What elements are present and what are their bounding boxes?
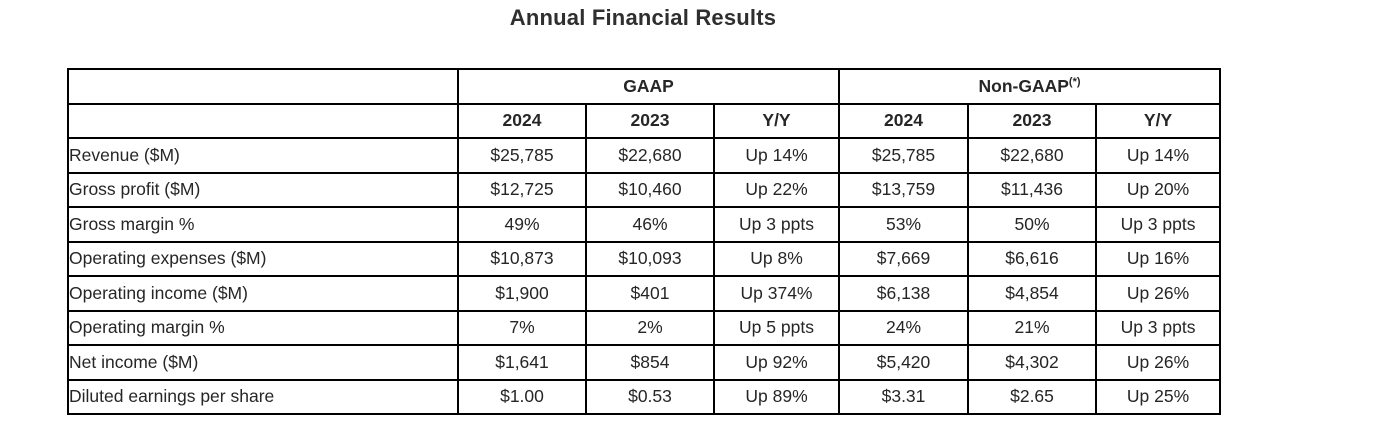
table-cell: 7% (457, 309, 587, 346)
table-cell: $3.31 (838, 378, 970, 415)
table-cell: $22,680 (585, 137, 715, 174)
table-cell: $4,302 (967, 344, 1098, 381)
table-cell: $25,785 (838, 137, 970, 174)
table-cell: $13,759 (838, 171, 970, 208)
table-cell: Up 26% (1095, 275, 1222, 312)
row-label: Revenue ($M) (67, 137, 459, 174)
row-label: Operating expenses ($M) (67, 240, 459, 277)
non-gaap-footnote-marker: (*) (1068, 75, 1081, 88)
gaap-yy-header: Y/Y (712, 102, 841, 139)
table-cell: Up 8% (712, 240, 841, 277)
table-cell: Up 92% (712, 344, 841, 381)
table-cell: Up 5 ppts (712, 309, 841, 346)
table-cell: 53% (838, 206, 970, 243)
non-gaap-label: Non-GAAP (978, 75, 1069, 96)
table-cell: $7,669 (838, 240, 970, 277)
table-cell: $854 (585, 344, 715, 381)
table-cell: 49% (457, 206, 587, 243)
table-cell: Up 14% (712, 137, 841, 174)
content-container: Annual Financial Results GAAP Non-GAAP(*… (67, 0, 1222, 415)
table-cell: 24% (838, 309, 970, 346)
table-cell: Up 25% (1095, 378, 1222, 415)
table-cell: 2% (585, 309, 715, 346)
table-row-net-income: Net income ($M) $1,641 $854 Up 92% $5,42… (67, 344, 1222, 381)
table-cell: Up 374% (712, 275, 841, 312)
non-gaap-2024-header: 2024 (838, 102, 970, 139)
table-cell: Up 14% (1095, 137, 1222, 174)
table-cell: Up 16% (1095, 240, 1222, 277)
table-cell: $12,725 (457, 171, 587, 208)
table-row-gross-margin: Gross margin % 49% 46% Up 3 ppts 53% 50%… (67, 206, 1222, 243)
table-cell: Up 3 ppts (1095, 206, 1222, 243)
table-cell: $1.00 (457, 378, 587, 415)
gaap-2023-header: 2023 (585, 102, 715, 139)
table-cell: Up 3 ppts (1095, 309, 1222, 346)
table-cell: 50% (967, 206, 1098, 243)
table-cell: $4,854 (967, 275, 1098, 312)
table-cell: $10,873 (457, 240, 587, 277)
table-cell: $6,616 (967, 240, 1098, 277)
corner-blank-cell (67, 68, 459, 105)
table-cell: $401 (585, 275, 715, 312)
table-cell: $25,785 (457, 137, 587, 174)
row-label: Diluted earnings per share (67, 378, 459, 415)
table-cell: Up 22% (712, 171, 841, 208)
table-cell: Up 26% (1095, 344, 1222, 381)
page-title: Annual Financial Results (509, 5, 777, 30)
row-label: Gross margin % (67, 206, 459, 243)
table-cell: Up 3 ppts (712, 206, 841, 243)
column-header-row: 2024 2023 Y/Y 2024 2023 Y/Y (67, 102, 1222, 139)
table-row-diluted-eps: Diluted earnings per share $1.00 $0.53 U… (67, 378, 1222, 415)
row-label: Gross profit ($M) (67, 171, 459, 208)
financial-results-table: GAAP Non-GAAP(*) 2024 2023 Y/Y 2024 2023… (67, 68, 1222, 415)
non-gaap-yy-header: Y/Y (1095, 102, 1222, 139)
table-cell: $5,420 (838, 344, 970, 381)
table-row-revenue: Revenue ($M) $25,785 $22,680 Up 14% $25,… (67, 137, 1222, 174)
table-cell: $1,641 (457, 344, 587, 381)
non-gaap-group-header: Non-GAAP(*) (838, 68, 1222, 105)
table-cell: 46% (585, 206, 715, 243)
table-cell: Up 89% (712, 378, 841, 415)
table-cell: $10,460 (585, 171, 715, 208)
table-cell: $0.53 (585, 378, 715, 415)
table-cell: $22,680 (967, 137, 1098, 174)
gaap-group-header: GAAP (456, 68, 841, 105)
row-label: Net income ($M) (67, 344, 459, 381)
table-row-operating-income: Operating income ($M) $1,900 $401 Up 374… (67, 275, 1222, 312)
table-cell: $10,093 (585, 240, 715, 277)
table-row-operating-margin: Operating margin % 7% 2% Up 5 ppts 24% 2… (67, 309, 1222, 346)
table-cell: $2.65 (967, 378, 1098, 415)
table-cell: 21% (967, 309, 1098, 346)
row-label: Operating income ($M) (67, 275, 459, 312)
table-cell: Up 20% (1095, 171, 1222, 208)
table-cell: $11,436 (967, 171, 1098, 208)
table-cell: $6,138 (838, 275, 970, 312)
table-row-gross-profit: Gross profit ($M) $12,725 $10,460 Up 22%… (67, 171, 1222, 208)
table-cell: $1,900 (457, 275, 587, 312)
label-column-blank-header (67, 102, 459, 139)
non-gaap-2023-header: 2023 (967, 102, 1098, 139)
group-header-row: GAAP Non-GAAP(*) (67, 68, 1222, 105)
table-row-operating-expenses: Operating expenses ($M) $10,873 $10,093 … (67, 240, 1222, 277)
row-label: Operating margin % (67, 309, 459, 346)
gaap-2024-header: 2024 (457, 102, 587, 139)
